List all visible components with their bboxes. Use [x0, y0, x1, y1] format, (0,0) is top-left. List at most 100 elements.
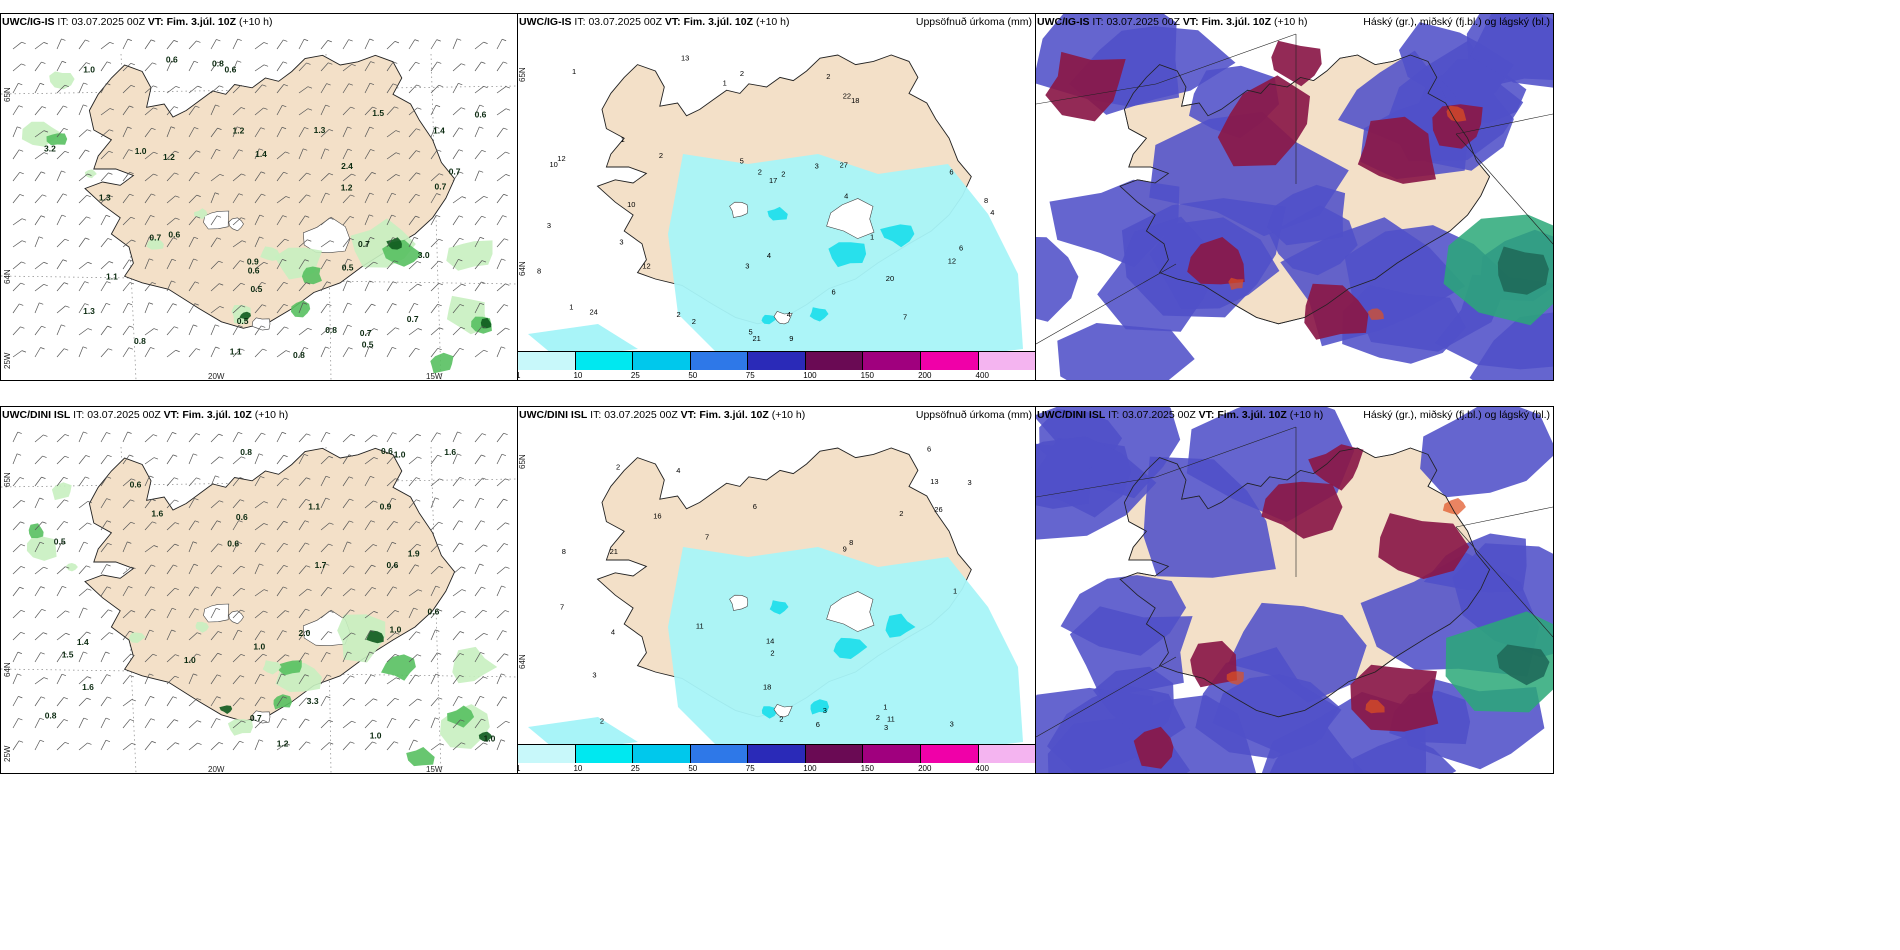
- wind-barb-staff: [496, 673, 502, 685]
- wind-barb-flag: [61, 170, 66, 173]
- wind-barb: [430, 84, 443, 94]
- wind-barb-flag: [307, 588, 312, 591]
- wind-barb-staff: [430, 673, 437, 685]
- wind-barb-flag: [192, 541, 198, 544]
- wind-barb: [342, 651, 352, 663]
- wind-barb: [386, 83, 398, 94]
- wind-barb-flag: [130, 216, 135, 220]
- wind-barb: [496, 238, 509, 248]
- precipitation-value: 7: [903, 312, 907, 321]
- wind-barb: [430, 303, 442, 314]
- wind-barb-flag: [326, 696, 331, 699]
- wind-barb: [320, 431, 331, 443]
- wind-barb-flag: [437, 347, 442, 351]
- wind-barb: [430, 61, 442, 72]
- wind-barb: [34, 152, 49, 160]
- wind-barb-staff: [430, 652, 438, 663]
- wind-barb-flag: [87, 129, 92, 132]
- wind-barb-staff: [232, 348, 241, 358]
- vertical-velocity-value: 1.0: [184, 655, 196, 665]
- wind-barb-staff: [210, 215, 218, 226]
- wind-barb: [56, 521, 69, 531]
- vertical-velocity-area: [28, 523, 44, 539]
- wind-barb-flag: [306, 697, 311, 700]
- wind-barb: [496, 38, 507, 50]
- mid-cloud-edge: [1228, 277, 1244, 290]
- wind-barb: [496, 215, 507, 226]
- wind-barb: [188, 673, 198, 685]
- glacier-area: [251, 317, 271, 331]
- wind-barb-staff: [12, 172, 21, 182]
- wind-barb: [188, 348, 201, 358]
- wind-barb: [496, 720, 510, 729]
- wind-barb-staff: [474, 61, 482, 72]
- wind-barb: [320, 346, 330, 358]
- wind-barb-staff: [276, 127, 283, 138]
- precipitation-value: 8: [849, 538, 853, 547]
- precipitation-core: [810, 699, 830, 715]
- vertical-velocity-value: 1.1: [106, 272, 118, 282]
- wind-barb-flag: [259, 214, 264, 217]
- vertical-velocity-area: [337, 614, 386, 663]
- wind-barb-flag: [416, 261, 422, 264]
- wind-barb-staff: [496, 498, 504, 509]
- wind-barb: [430, 39, 441, 50]
- wind-barb: [34, 106, 47, 116]
- wind-barb-flag: [395, 152, 401, 155]
- vertical-velocity-area: [386, 237, 402, 250]
- wind-barb: [78, 476, 90, 487]
- wind-barb: [364, 500, 378, 509]
- wind-barb-staff: [276, 718, 283, 729]
- wind-barb-flag: [106, 564, 111, 567]
- wind-barb: [12, 63, 26, 72]
- wind-barb: [474, 433, 487, 443]
- wind-barb-staff: [496, 108, 507, 116]
- wind-barb-flag: [437, 609, 443, 612]
- wind-barb-staff: [56, 324, 62, 336]
- vertical-velocity-area: [301, 266, 322, 285]
- wind-barb-flag: [64, 238, 69, 242]
- wind-barb-flag: [415, 150, 421, 153]
- wind-barb: [56, 150, 69, 160]
- wind-barb-flag: [172, 432, 177, 435]
- wind-barb-staff: [210, 433, 219, 443]
- wind-barb-staff: [298, 499, 307, 509]
- wind-barb-flag: [43, 434, 48, 437]
- wind-barb-flag: [263, 610, 268, 613]
- wind-barb-staff: [188, 608, 196, 619]
- precipitation-value: 7: [705, 532, 709, 541]
- wind-barb-flag: [241, 240, 247, 243]
- wind-barb-staff: [34, 130, 45, 138]
- wind-barb-flag: [63, 697, 68, 700]
- wind-barb: [232, 456, 246, 465]
- wind-barb: [408, 128, 421, 138]
- wind-barb-flag: [219, 174, 224, 177]
- wind-barb-staff: [122, 63, 132, 72]
- wind-barb-flag: [21, 63, 26, 66]
- wind-barb-flag: [197, 720, 202, 723]
- wind-barb: [452, 196, 467, 204]
- vertical-velocity-value: 1.2: [163, 152, 175, 162]
- wind-barb-staff: [474, 586, 482, 597]
- precipitation-core: [769, 600, 789, 615]
- wind-barb: [496, 151, 510, 160]
- wind-barb-staff: [166, 608, 173, 619]
- wind-barb: [276, 281, 288, 292]
- precipitation-value: 1: [723, 79, 727, 88]
- wind-barb: [408, 236, 419, 248]
- wind-barb-staff: [430, 39, 438, 50]
- wind-barb: [320, 563, 330, 575]
- wind-barb: [342, 148, 352, 160]
- wind-barb-flag: [439, 327, 444, 330]
- wind-barb-flag: [503, 543, 509, 546]
- wind-barb: [122, 630, 134, 641]
- wind-barb-flag: [151, 608, 156, 611]
- high-cloud-core: [1496, 644, 1550, 686]
- mid-cloud-edge: [1226, 671, 1244, 685]
- wind-barb-staff: [342, 720, 352, 729]
- wind-barb: [210, 174, 224, 182]
- wind-barb-staff: [254, 148, 260, 160]
- wind-barb-flag: [63, 476, 68, 480]
- wind-barb: [232, 60, 242, 72]
- wind-barb-staff: [122, 478, 132, 487]
